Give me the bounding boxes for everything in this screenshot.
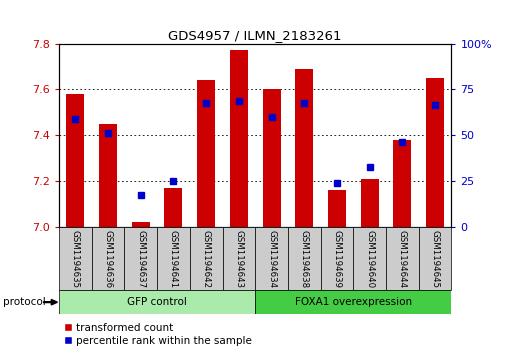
Bar <box>393 140 411 227</box>
Bar <box>386 227 419 290</box>
Bar <box>92 227 125 290</box>
Text: GSM1194636: GSM1194636 <box>104 230 112 288</box>
Bar <box>99 124 117 227</box>
Text: GSM1194637: GSM1194637 <box>136 230 145 288</box>
Bar <box>295 69 313 227</box>
Bar <box>263 89 281 227</box>
Bar <box>353 227 386 290</box>
Text: GSM1194643: GSM1194643 <box>234 230 243 288</box>
Bar <box>59 290 255 314</box>
Bar <box>59 227 92 290</box>
Text: GSM1194644: GSM1194644 <box>398 230 407 288</box>
Bar <box>132 222 150 227</box>
Bar <box>197 80 215 227</box>
Text: GSM1194635: GSM1194635 <box>71 230 80 288</box>
Text: GSM1194639: GSM1194639 <box>332 230 342 288</box>
Bar <box>66 94 84 227</box>
Bar <box>255 290 451 314</box>
Bar <box>426 78 444 227</box>
Bar <box>419 227 451 290</box>
Text: GSM1194638: GSM1194638 <box>300 230 309 288</box>
Bar <box>165 188 183 227</box>
Bar <box>288 227 321 290</box>
Bar <box>361 179 379 227</box>
Text: FOXA1 overexpression: FOXA1 overexpression <box>295 297 412 307</box>
Text: protocol: protocol <box>3 297 45 307</box>
Bar <box>321 227 353 290</box>
Bar <box>255 227 288 290</box>
Text: GSM1194640: GSM1194640 <box>365 230 374 288</box>
Title: GDS4957 / ILMN_2183261: GDS4957 / ILMN_2183261 <box>168 29 342 42</box>
Text: GSM1194634: GSM1194634 <box>267 230 276 288</box>
Text: GFP control: GFP control <box>127 297 187 307</box>
Bar <box>328 190 346 227</box>
Legend: transformed count, percentile rank within the sample: transformed count, percentile rank withi… <box>64 323 251 346</box>
Bar <box>157 227 190 290</box>
Bar <box>230 50 248 227</box>
Text: GSM1194642: GSM1194642 <box>202 230 211 288</box>
Bar <box>190 227 223 290</box>
Text: GSM1194641: GSM1194641 <box>169 230 178 288</box>
Bar <box>223 227 255 290</box>
Text: GSM1194645: GSM1194645 <box>430 230 440 288</box>
Bar <box>124 227 157 290</box>
